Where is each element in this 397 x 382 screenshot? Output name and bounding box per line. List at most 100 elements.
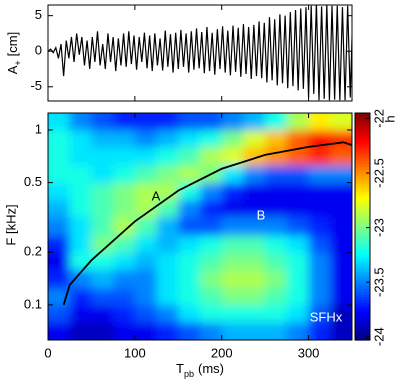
heatmap-cell xyxy=(178,321,201,340)
y-tick-label: 0.1 xyxy=(24,296,42,311)
heatmap-cell xyxy=(156,304,179,323)
heatmap-cell xyxy=(286,199,310,218)
heatmap-cell xyxy=(330,269,352,289)
axis-label-main: A xyxy=(5,65,20,74)
heatmap-cell xyxy=(200,129,223,148)
track-curve xyxy=(62,141,352,306)
annotation: SFHx xyxy=(310,309,343,324)
heatmap-cell xyxy=(286,216,310,236)
colorbar-strip xyxy=(355,169,370,174)
heatmap-cell xyxy=(91,113,114,131)
heatmap-cell xyxy=(200,216,223,236)
heatmap-cell xyxy=(243,287,266,306)
annotation: B xyxy=(257,207,266,222)
colorbar-strip xyxy=(355,308,370,313)
heatmap-cell xyxy=(134,321,158,340)
heatmap-cell xyxy=(265,146,288,166)
colorbar-strip xyxy=(355,257,370,262)
heatmap-cell xyxy=(178,269,201,289)
heatmap-cell xyxy=(69,165,92,184)
colorbar-strip xyxy=(355,317,370,321)
heatmap-cell xyxy=(178,216,201,236)
heatmap-cell xyxy=(221,287,244,306)
heatmap-cell xyxy=(243,304,266,323)
heatmap-cell xyxy=(113,235,136,253)
heatmap-cell xyxy=(200,269,223,289)
colorbar-strip xyxy=(355,183,370,188)
heatmap-cell xyxy=(156,199,179,218)
heatmap-cell xyxy=(286,304,310,323)
colorbar-strip xyxy=(355,115,370,120)
heatmap-cell xyxy=(330,304,352,323)
heatmap-cell xyxy=(200,199,223,218)
colorbar-strip xyxy=(355,286,370,290)
colorbar-tick-label: -22.5 xyxy=(371,158,386,188)
colorbar-strip xyxy=(355,138,370,142)
heatmap-cell xyxy=(91,146,114,166)
colorbar-strip xyxy=(355,206,370,211)
heatmap-cell xyxy=(134,287,158,306)
heatmap-cell xyxy=(243,216,266,236)
heatmap-cell xyxy=(178,252,201,270)
heatmap-cell xyxy=(243,165,266,184)
heatmap-cell xyxy=(69,199,92,218)
heatmap-cell xyxy=(178,165,201,184)
heatmap-cell xyxy=(200,182,223,201)
heatmap-cell xyxy=(113,165,136,184)
colorbar-strip xyxy=(355,240,370,245)
heatmap-cell xyxy=(221,235,244,253)
heatmap-cell xyxy=(69,321,92,340)
axis-label: F [kHz] xyxy=(3,204,18,245)
colorbar-strip xyxy=(355,294,370,299)
heatmap-cell xyxy=(134,235,158,253)
plot-area xyxy=(48,113,352,340)
colorbar-strip xyxy=(355,147,370,151)
colorbar-strip xyxy=(355,189,370,194)
heatmap-cell xyxy=(178,287,201,306)
heatmap-cell xyxy=(265,216,288,236)
heatmap-cell xyxy=(265,129,288,148)
heatmap-cell xyxy=(221,304,244,323)
heatmap-cell xyxy=(48,216,71,236)
heatmap-cell xyxy=(286,269,310,289)
heatmap-cell xyxy=(113,199,136,218)
heatmap-cell xyxy=(221,216,244,236)
heatmap-cell xyxy=(330,252,352,270)
heatmap-cell xyxy=(200,146,223,166)
heatmap-cell xyxy=(330,287,352,306)
x-tick-label: 200 xyxy=(211,345,233,360)
heatmap-cell xyxy=(156,269,179,289)
colorbar-strip xyxy=(355,181,370,185)
heatmap-cell xyxy=(91,304,114,323)
colorbar-strip xyxy=(355,254,370,259)
y-tick-label: 0 xyxy=(35,43,42,58)
colorbar-strip xyxy=(355,331,370,335)
colorbar-tick-label: -23 xyxy=(371,218,386,237)
colorbar-strip xyxy=(355,252,370,256)
heatmap-cell xyxy=(91,182,114,201)
colorbar-strip xyxy=(355,203,370,208)
heatmap-cell xyxy=(113,269,136,289)
colorbar-strip xyxy=(355,141,370,145)
heatmap-cell xyxy=(113,321,136,340)
colorbar-strip xyxy=(355,175,370,179)
heatmap-cell xyxy=(243,321,266,340)
axis-label: A+ [cm] xyxy=(5,32,23,75)
colorbar-strip xyxy=(355,274,370,279)
colorbar-strip xyxy=(355,164,370,168)
heatmap xyxy=(48,113,352,340)
heatmap-cell xyxy=(178,304,201,323)
heatmap-cell xyxy=(156,182,179,201)
colorbar-strip xyxy=(355,322,370,327)
heatmap-cell xyxy=(265,235,288,253)
colorbar-strip xyxy=(355,337,370,341)
heatmap-cell xyxy=(156,146,179,166)
heatmap-cell xyxy=(200,287,223,306)
colorbar-strip xyxy=(355,192,370,196)
colorbar-strip xyxy=(355,297,370,301)
heatmap-cell xyxy=(265,287,288,306)
heatmap-cell xyxy=(286,146,310,166)
heatmap-cell xyxy=(243,269,266,289)
heatmap-cell xyxy=(69,287,92,306)
heatmap-cell xyxy=(243,182,266,201)
